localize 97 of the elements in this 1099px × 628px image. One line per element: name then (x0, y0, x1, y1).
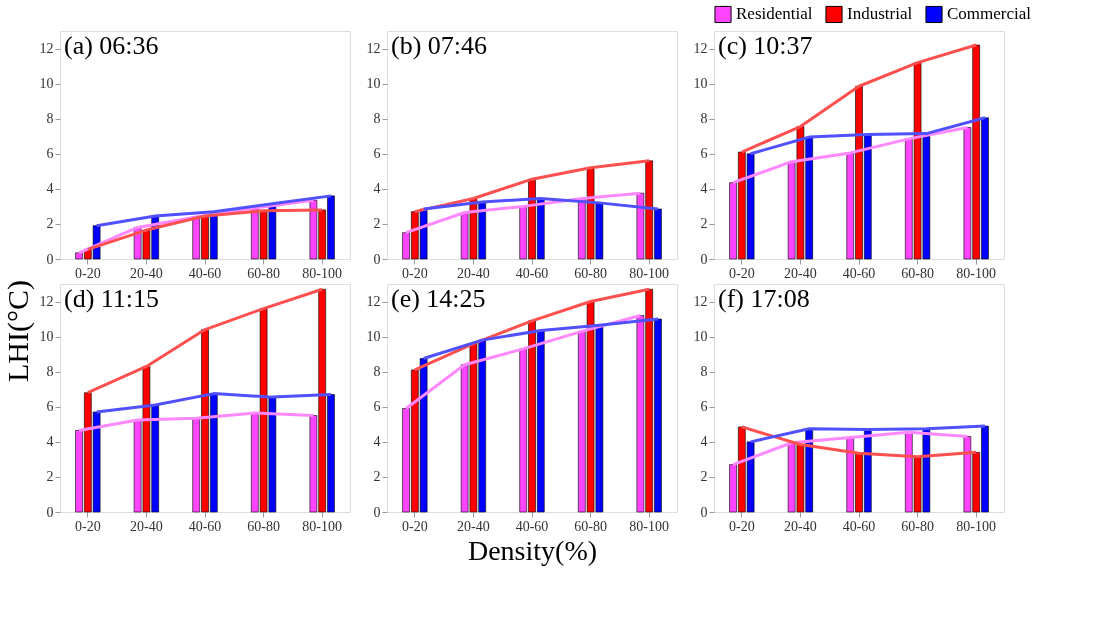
x-tick-label: 40-60 (188, 518, 222, 534)
x-tick-label: 40-60 (515, 265, 549, 281)
chart-title: (c) 10:37 (718, 31, 813, 60)
y-tick-label: 2 (700, 216, 708, 232)
line-series (731, 125, 969, 185)
y-tick-label: 0 (373, 251, 381, 267)
y-tick-label: 10 (39, 329, 54, 345)
y-tick-label: 2 (46, 216, 54, 232)
legend-label: Commercial (947, 4, 1032, 24)
line-series (95, 194, 333, 228)
x-tick-label: 0-20 (74, 518, 101, 534)
x-tick-label: 40-60 (842, 518, 876, 534)
y-tick-label: 12 (39, 41, 54, 57)
x-tick-label: 40-60 (515, 518, 549, 534)
line-series (404, 314, 642, 411)
line-series (749, 424, 987, 444)
x-tick-label: 40-60 (188, 265, 222, 281)
line-series (95, 392, 333, 414)
x-axis-title: Density(%) (467, 534, 598, 566)
y-tick-label: 6 (46, 399, 54, 415)
y-tick-label: 12 (693, 41, 708, 57)
y-tick-label: 4 (700, 434, 708, 450)
y-tick-label: 0 (373, 504, 381, 520)
x-tick-label: 0-20 (728, 518, 755, 534)
x-tick-label: 60-80 (901, 265, 934, 281)
y-tick-label: 6 (700, 146, 708, 162)
y-tick-label: 2 (700, 469, 708, 485)
line-series (731, 430, 969, 467)
x-tick-label: 20-40 (457, 265, 490, 281)
y-tick-label: 4 (373, 181, 381, 197)
x-tick-label: 80-100 (956, 265, 997, 281)
x-tick-label: 20-40 (784, 265, 817, 281)
y-tick-label: 2 (373, 216, 381, 232)
y-tick-label: 0 (700, 504, 708, 520)
line-series (77, 411, 315, 432)
y-tick-label: 10 (693, 329, 708, 345)
y-tick-label: 6 (700, 399, 708, 415)
x-tick-label: 0-20 (401, 265, 428, 281)
y-tick-label: 8 (373, 111, 381, 127)
line-series (413, 159, 651, 214)
x-tick-label: 60-80 (901, 518, 934, 534)
x-tick-label: 0-20 (401, 518, 428, 534)
chart-title: (f) 17:08 (718, 284, 810, 313)
x-tick-label: 60-80 (247, 265, 280, 281)
y-tick-label: 12 (693, 294, 708, 310)
y-tick-label: 12 (366, 41, 381, 57)
y-tick-label: 8 (700, 111, 708, 127)
y-tick-label: 4 (46, 434, 54, 450)
x-tick-label: 20-40 (130, 518, 163, 534)
x-tick-label: 80-100 (302, 518, 343, 534)
x-tick-label: 20-40 (457, 518, 490, 534)
x-tick-label: 80-100 (302, 265, 343, 281)
line-series (749, 116, 987, 156)
x-tick-label: 40-60 (842, 265, 876, 281)
y-tick-label: 2 (373, 469, 381, 485)
y-tick-label: 12 (39, 294, 54, 310)
y-tick-label: 0 (700, 251, 708, 267)
x-tick-label: 0-20 (728, 265, 755, 281)
y-tick-label: 10 (366, 76, 381, 92)
chart-title: (d) 11:15 (64, 284, 160, 313)
x-tick-label: 20-40 (130, 265, 163, 281)
line-series (740, 425, 978, 459)
x-tick-label: 60-80 (574, 518, 607, 534)
y-tick-label: 0 (46, 504, 54, 520)
y-tick-label: 8 (373, 364, 381, 380)
y-tick-label: 6 (46, 146, 54, 162)
x-tick-label: 20-40 (784, 518, 817, 534)
chart-title: (a) 06:36 (64, 31, 159, 60)
y-tick-label: 2 (46, 469, 54, 485)
y-tick-label: 8 (700, 364, 708, 380)
line-series (86, 208, 324, 251)
y-tick-label: 8 (46, 364, 54, 380)
y-tick-label: 10 (366, 329, 381, 345)
line-series (422, 317, 660, 361)
y-tick-label: 12 (366, 294, 381, 310)
legend-label: Residential (736, 4, 813, 24)
y-tick-label: 4 (373, 434, 381, 450)
y-axis-title: LHI(°C) (1, 280, 35, 382)
x-tick-label: 0-20 (74, 265, 101, 281)
x-tick-label: 80-100 (956, 518, 997, 534)
legend-label: Industrial (847, 4, 913, 24)
y-tick-label: 6 (373, 146, 381, 162)
y-tick-label: 0 (46, 251, 54, 267)
x-tick-label: 80-100 (629, 265, 670, 281)
chart-title: (e) 14:25 (391, 284, 486, 313)
x-tick-label: 80-100 (629, 518, 670, 534)
y-tick-label: 10 (693, 76, 708, 92)
y-tick-label: 4 (46, 181, 54, 197)
line-series (422, 196, 660, 211)
y-tick-label: 6 (373, 399, 381, 415)
x-tick-label: 60-80 (247, 518, 280, 534)
chart-title: (b) 07:46 (391, 31, 488, 60)
line-series (404, 191, 642, 235)
y-tick-label: 4 (700, 181, 708, 197)
y-tick-label: 8 (46, 111, 54, 127)
y-tick-label: 10 (39, 76, 54, 92)
x-tick-label: 60-80 (574, 265, 607, 281)
